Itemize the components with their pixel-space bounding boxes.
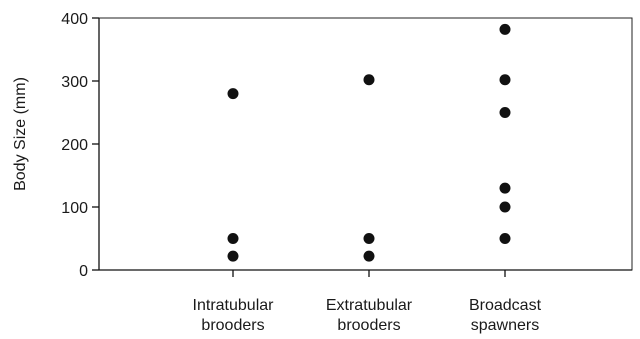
data-point (227, 250, 239, 262)
x-category-label: Extratubular brooders (326, 297, 413, 334)
plot-frame (98, 17, 633, 271)
data-point (499, 182, 511, 194)
data-point (499, 74, 511, 86)
x-category-label: Intratubular brooders (193, 297, 275, 334)
x-axis-labels: Intratubular brooders Extratubular brooders… (193, 297, 542, 334)
x-axis-ticks (232, 270, 506, 277)
data-point (227, 88, 239, 100)
y-tick-label: 400 (61, 11, 88, 28)
data-points (227, 23, 511, 262)
data-point (363, 74, 375, 86)
data-point (363, 233, 375, 244)
y-tick-label: 100 (61, 200, 88, 217)
data-point (499, 23, 511, 35)
x-category-label-line: Extratubular (326, 297, 413, 314)
x-category-label-line: brooders (337, 317, 400, 334)
data-point (363, 250, 375, 262)
y-tick-label: 0 (79, 263, 88, 280)
y-tick-label: 200 (61, 137, 88, 154)
x-category-label-line: brooders (201, 317, 264, 334)
data-point (499, 107, 511, 118)
y-axis-ticks: 0 100 200 300 400 (61, 11, 99, 280)
y-axis-title: Body Size (mm) (12, 77, 29, 191)
data-point (499, 233, 511, 244)
x-category-label-line: spawners (471, 317, 539, 334)
chart-axes (98, 17, 633, 271)
x-category-label: Broadcast spawners (469, 297, 542, 334)
data-point (499, 201, 511, 213)
data-point (227, 233, 239, 244)
x-category-label-line: Intratubular (193, 297, 275, 314)
y-tick-label: 300 (61, 74, 88, 91)
x-category-label-line: Broadcast (469, 297, 542, 314)
